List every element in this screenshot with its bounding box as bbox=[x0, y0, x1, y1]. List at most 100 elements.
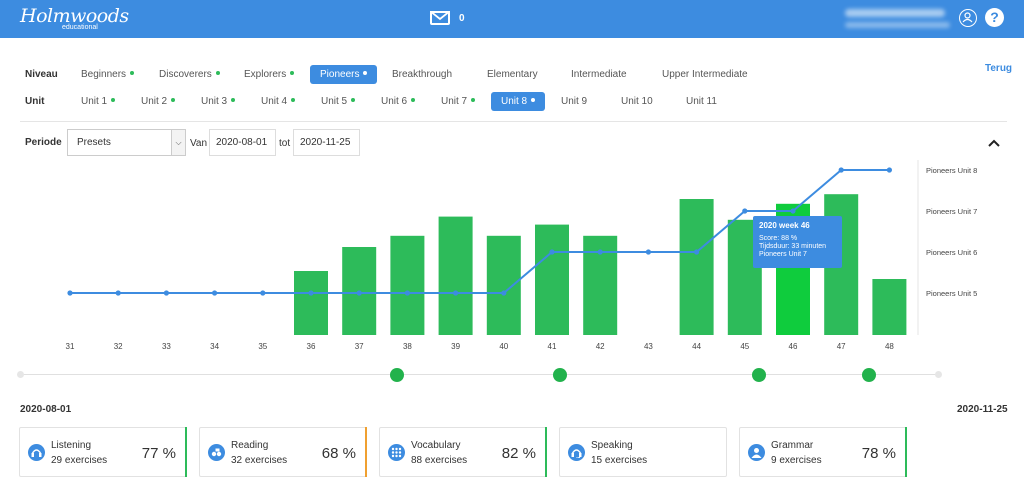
timeline-marker[interactable] bbox=[390, 368, 405, 382]
x-tick-label: 48 bbox=[885, 342, 894, 351]
timeline-marker[interactable] bbox=[553, 368, 568, 382]
skill-percentage: 77 % bbox=[141, 445, 176, 462]
skill-card-reading[interactable]: Reading 32 exercises 68 % bbox=[199, 427, 367, 477]
x-tick-label: 44 bbox=[692, 342, 701, 351]
x-tick-label: 41 bbox=[548, 342, 557, 351]
niveau-tab-upper-intermediate[interactable]: Upper Intermediate bbox=[652, 65, 758, 84]
skill-percentage: 78 % bbox=[861, 445, 896, 462]
timeline-start-handle[interactable] bbox=[17, 371, 24, 378]
timeline-marker[interactable] bbox=[862, 368, 877, 382]
niveau-tab-explorers[interactable]: Explorers bbox=[234, 65, 304, 84]
status-dot-icon bbox=[291, 98, 296, 103]
chart-bar[interactable] bbox=[438, 216, 473, 335]
unit-tab-unit-10[interactable]: Unit 10 bbox=[611, 92, 663, 111]
range-end-date: 2020-11-25 bbox=[957, 404, 1008, 415]
unit-tab-unit-11[interactable]: Unit 11 bbox=[676, 92, 727, 111]
skill-name: Speaking bbox=[591, 440, 633, 451]
status-dot-icon bbox=[363, 71, 368, 76]
preset-select[interactable]: Presets ⌵ bbox=[67, 129, 186, 156]
logo[interactable]: Holmwoods bbox=[20, 5, 129, 27]
logo-subtitle: educational bbox=[62, 24, 98, 31]
unit-tab-unit-1[interactable]: Unit 1 bbox=[71, 92, 125, 111]
unit-tab-unit-5[interactable]: Unit 5 bbox=[311, 92, 365, 111]
unit-progress-point bbox=[404, 290, 410, 296]
collapse-chevron-up-icon[interactable] bbox=[988, 136, 1000, 150]
unit-progress-point bbox=[260, 290, 266, 296]
unit-tab-label: Unit 1 bbox=[81, 96, 108, 107]
chart-bar[interactable] bbox=[872, 279, 907, 335]
user-name-blurred bbox=[845, 9, 945, 17]
skill-exercise-count: 32 exercises bbox=[231, 455, 288, 466]
x-tick-label: 32 bbox=[114, 342, 123, 351]
grid-icon bbox=[388, 444, 405, 461]
x-tick-label: 35 bbox=[258, 342, 267, 351]
chart-bar[interactable] bbox=[535, 224, 569, 335]
unit-tab-unit-2[interactable]: Unit 2 bbox=[131, 92, 185, 111]
unit-progress-point bbox=[115, 290, 121, 296]
skill-card-grammar[interactable]: Grammar 9 exercises 78 % bbox=[739, 427, 907, 477]
tooltip-duration: Tijdsduur: 33 minuten bbox=[759, 243, 827, 250]
from-date-input[interactable]: 2020-08-01 bbox=[209, 129, 276, 156]
unit-progress-point bbox=[212, 290, 218, 296]
niveau-tab-discoverers[interactable]: Discoverers bbox=[149, 65, 230, 84]
chart-tooltip: 2020 week 46 Score: 88 % Tijdsduur: 33 m… bbox=[753, 216, 842, 268]
niveau-tab-label: Beginners bbox=[81, 69, 127, 80]
chart-bar[interactable] bbox=[294, 271, 328, 335]
niveau-tab-pioneers[interactable]: Pioneers bbox=[310, 65, 378, 84]
unit-progress-line bbox=[70, 169, 890, 294]
x-tick-label: 31 bbox=[66, 342, 75, 351]
unit-progress-point bbox=[501, 290, 507, 296]
mail-count: 0 bbox=[459, 13, 465, 24]
unit-tab-unit-6[interactable]: Unit 6 bbox=[371, 92, 425, 111]
skill-exercise-count: 9 exercises bbox=[771, 455, 822, 466]
niveau-tab-intermediate[interactable]: Intermediate bbox=[561, 65, 637, 84]
niveau-tab-breakthrough[interactable]: Breakthrough bbox=[382, 65, 462, 84]
unit-progress-point bbox=[838, 167, 844, 173]
user-profile-icon[interactable] bbox=[959, 9, 977, 27]
progress-chart[interactable]: 31 32 33 34 35 36 37 38 39 40 41 42 43 44 45 46 47 48 Pion… bbox=[0, 160, 1024, 355]
chart-bar[interactable] bbox=[679, 199, 714, 335]
status-dot-icon bbox=[411, 98, 416, 103]
unit-tab-unit-4[interactable]: Unit 4 bbox=[251, 92, 305, 111]
unit-tab-unit-9[interactable]: Unit 9 bbox=[551, 92, 597, 111]
niveau-tab-label: Explorers bbox=[244, 69, 287, 80]
skill-card-vocabulary[interactable]: Vocabulary 88 exercises 82 % bbox=[379, 427, 547, 477]
niveau-tab-beginners[interactable]: Beginners bbox=[71, 65, 144, 84]
unit-progress-point bbox=[356, 290, 362, 296]
niveau-tab-label: Upper Intermediate bbox=[662, 69, 748, 80]
tooltip-score: Score: 88 % bbox=[759, 235, 798, 242]
niveau-tab-label: Pioneers bbox=[320, 69, 360, 80]
status-dot-icon bbox=[231, 98, 236, 103]
unit-tab-unit-3[interactable]: Unit 3 bbox=[191, 92, 245, 111]
chart-bar[interactable] bbox=[390, 235, 425, 335]
divider bbox=[20, 121, 1007, 122]
unit-tab-unit-7[interactable]: Unit 7 bbox=[431, 92, 485, 111]
x-tick-label: 33 bbox=[162, 342, 171, 351]
timeline-marker[interactable] bbox=[751, 368, 766, 382]
niveau-tab-elementary[interactable]: Elementary bbox=[477, 65, 548, 84]
unit-tab-label: Unit 3 bbox=[201, 96, 228, 107]
niveau-tab-label: Discoverers bbox=[159, 69, 212, 80]
skill-exercise-count: 15 exercises bbox=[591, 455, 648, 466]
to-date-input[interactable]: 2020-11-25 bbox=[293, 129, 360, 156]
unit-progress-point bbox=[645, 249, 652, 255]
unit-tab-label: Unit 6 bbox=[381, 96, 408, 107]
help-icon[interactable]: ? bbox=[985, 8, 1004, 27]
unit-tab-unit-8[interactable]: Unit 8 bbox=[491, 92, 546, 111]
unit-progress-point bbox=[790, 208, 796, 214]
skill-card-speaking[interactable]: Speaking 15 exercises bbox=[559, 427, 727, 477]
top-bar: Holmwoods educational 0 ? bbox=[0, 0, 1024, 38]
timeline-track[interactable] bbox=[20, 374, 940, 375]
timeline-end-handle[interactable] bbox=[935, 371, 942, 378]
unit-tab-label: Unit 9 bbox=[561, 96, 588, 107]
y2-tick-label: Pioneers Unit 6 bbox=[926, 248, 977, 257]
skill-name: Grammar bbox=[771, 440, 814, 451]
status-dot-icon bbox=[471, 98, 476, 103]
chevron-down-icon[interactable]: ⌵ bbox=[171, 130, 185, 155]
unit-tab-label: Unit 8 bbox=[501, 96, 528, 107]
back-link[interactable]: Terug bbox=[985, 63, 1013, 74]
niveau-tab-label: Breakthrough bbox=[392, 69, 453, 80]
chart-bar[interactable] bbox=[486, 235, 521, 335]
mail-icon[interactable] bbox=[430, 11, 450, 25]
skill-card-listening[interactable]: Listening 29 exercises 77 % bbox=[19, 427, 187, 477]
